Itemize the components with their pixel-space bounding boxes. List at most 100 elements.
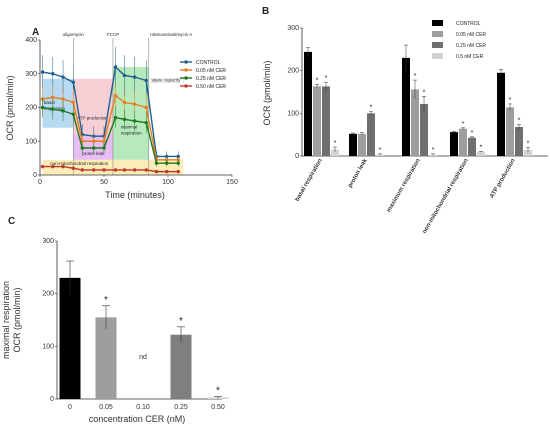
data-point <box>71 112 75 116</box>
bar <box>95 317 117 399</box>
legend-label: CONTROL <box>456 21 481 27</box>
significance-star: * <box>518 117 521 124</box>
y-tick-label: 0 <box>33 172 37 179</box>
series-3 <box>40 164 180 174</box>
data-point <box>165 161 169 165</box>
label-basal-respiration-line: respiration <box>44 106 66 111</box>
data-point <box>113 115 118 120</box>
label-atp-production: ATP production <box>77 115 108 120</box>
x-tick-label: 0 <box>38 179 42 186</box>
panel-a-letter: A <box>32 27 39 38</box>
not-detected-label: nd <box>139 354 147 361</box>
significance-star: * <box>527 140 530 147</box>
significance-star: * <box>379 147 382 154</box>
bar-group: * <box>429 147 437 156</box>
panel-c-ylabel-line1: maximal respiration <box>1 281 11 359</box>
x-category-label: maximum respiration <box>386 158 422 214</box>
data-point <box>80 168 84 172</box>
data-point <box>61 75 65 79</box>
label-spare-capacity: spare capacity <box>151 78 181 83</box>
x-tick-label: 150 <box>226 179 238 186</box>
series-line <box>42 165 179 173</box>
y-tick-label: 0 <box>50 396 54 403</box>
data-point <box>61 97 65 101</box>
data-point <box>80 146 84 150</box>
bar <box>450 132 458 156</box>
data-point <box>144 78 148 83</box>
bar <box>331 149 339 156</box>
significance-star: * <box>316 77 319 84</box>
bar <box>59 277 81 399</box>
bar-group: * <box>468 130 476 156</box>
x-category-label: ATP production <box>489 158 517 200</box>
series-2 <box>40 97 180 167</box>
data-point <box>144 120 148 125</box>
y-tick-label: 200 <box>42 291 54 298</box>
y-tick-label: 200 <box>287 68 299 75</box>
label-maximal-respiration: maximal respiration <box>121 124 143 135</box>
x-tick-label: 0 <box>68 404 72 411</box>
data-point <box>176 161 180 165</box>
panel-c-letter: C <box>8 216 15 227</box>
significance-star: * <box>480 144 483 151</box>
bar-group: * <box>170 316 192 399</box>
data-point <box>102 146 106 150</box>
significance-star: * <box>471 130 474 137</box>
data-point <box>165 169 169 174</box>
data-point <box>144 105 148 110</box>
bar-group: * <box>524 140 532 156</box>
label-maximal-respiration-line: maximal <box>121 124 138 129</box>
data-point <box>113 93 118 98</box>
panel-c-axes: 0 100 200 300 0 0.05 0.10 0.25 0.50 <box>42 238 225 411</box>
series-line <box>42 106 179 164</box>
data-point <box>92 146 96 150</box>
panel-c: C 0 100 200 300 0 0.05 0.10 0.25 0.50 * nd * * conc… <box>1 216 229 424</box>
y-tick-label: 300 <box>287 25 299 32</box>
legend-marker <box>184 76 188 80</box>
series-0 <box>40 46 180 162</box>
data-point <box>40 105 45 110</box>
data-point <box>51 107 55 111</box>
bar <box>170 334 192 399</box>
x-tick-label: 0.05 <box>99 404 113 411</box>
data-point <box>71 166 75 170</box>
panel-a-axes: 0 50 100 150 0 100 200 300 400 <box>25 37 238 186</box>
y-tick-label: 200 <box>25 105 37 112</box>
bar-group: * <box>420 89 428 156</box>
panel-b: B 0 100 200 300 basal respiration proton leak… <box>262 6 548 235</box>
bar <box>402 57 410 156</box>
legend-swatch <box>432 31 443 37</box>
data-point <box>71 80 75 84</box>
significance-star: * <box>325 75 328 82</box>
bar <box>313 86 321 156</box>
bar <box>322 86 330 156</box>
legend-label: 0.25 nM CER <box>456 43 486 49</box>
significance-star: * <box>509 97 512 104</box>
data-point <box>51 164 55 169</box>
data-point <box>51 72 55 76</box>
significance-star: * <box>370 105 373 112</box>
data-point <box>133 75 137 79</box>
data-point <box>122 100 127 105</box>
significance-star: * <box>423 89 426 96</box>
bar <box>477 151 485 156</box>
bar <box>304 51 312 156</box>
panel-b-letter: B <box>262 6 269 17</box>
bar-group <box>304 47 312 156</box>
significance-star: * <box>179 316 183 327</box>
data-point <box>154 161 159 165</box>
legend-marker <box>184 84 188 88</box>
y-tick-label: 300 <box>42 238 54 245</box>
data-point <box>92 168 96 172</box>
panel-a-xlabel: Time (minutes) <box>105 190 165 200</box>
series-line <box>42 94 179 161</box>
data-point <box>61 109 65 113</box>
bar-group: * <box>376 147 384 156</box>
panel-b-legend: CONTROL 0.05 nM CER 0.25 nM CER 0.5 nM CER <box>432 20 486 60</box>
label-maximal-respiration-line: respiration <box>121 130 143 135</box>
bar <box>497 72 505 156</box>
bar <box>524 150 532 156</box>
